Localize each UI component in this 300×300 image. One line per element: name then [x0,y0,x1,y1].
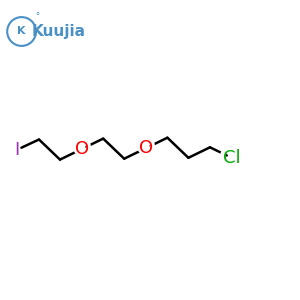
Text: Kuujia: Kuujia [32,24,86,39]
Text: Cl: Cl [223,149,240,167]
Text: °: ° [35,13,39,22]
Text: I: I [12,138,21,162]
Text: O: O [74,140,89,158]
Text: O: O [139,139,153,157]
Text: Cl: Cl [219,146,244,170]
Text: K: K [17,26,26,37]
Text: I: I [14,141,19,159]
Text: O: O [136,136,156,160]
Text: O: O [71,137,92,161]
